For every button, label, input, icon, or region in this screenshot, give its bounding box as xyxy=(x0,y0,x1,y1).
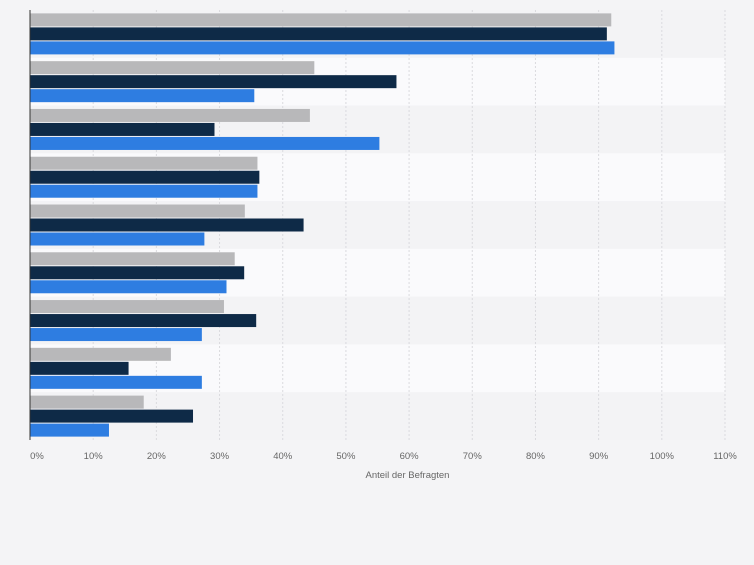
x-tick-label: 80% xyxy=(526,451,546,462)
x-tick-label: 100% xyxy=(650,451,675,462)
x-tick-labels: 0% 10% 20% 30% 40% 50% 60% 70% 80% 90% 100% 110% xyxy=(30,451,737,462)
bar[interactable] xyxy=(30,108,310,122)
bar[interactable] xyxy=(30,375,202,389)
bar[interactable] xyxy=(30,13,612,27)
x-tick-label: 0% xyxy=(30,451,44,462)
x-axis-title: Anteil der Befragten xyxy=(366,470,450,481)
bar[interactable] xyxy=(30,89,255,103)
x-tick-label: 10% xyxy=(84,451,104,462)
bar[interactable] xyxy=(30,409,194,423)
x-tick-label: 90% xyxy=(589,451,609,462)
bar[interactable] xyxy=(30,361,129,375)
bar[interactable] xyxy=(30,266,245,280)
bar[interactable] xyxy=(30,423,109,437)
bars xyxy=(30,13,615,437)
bar[interactable] xyxy=(30,122,215,136)
bar[interactable] xyxy=(30,136,380,150)
bar[interactable] xyxy=(30,232,205,246)
bar[interactable] xyxy=(30,395,144,409)
bar[interactable] xyxy=(30,347,171,361)
bar[interactable] xyxy=(30,252,235,266)
x-tick-label: 110% xyxy=(713,451,737,462)
x-tick-label: 70% xyxy=(463,451,483,462)
bar[interactable] xyxy=(30,204,245,218)
x-tick-label: 50% xyxy=(336,451,356,462)
bar[interactable] xyxy=(30,41,615,55)
bar[interactable] xyxy=(30,300,224,314)
bar[interactable] xyxy=(30,184,258,198)
bar[interactable] xyxy=(30,328,202,342)
x-tick-label: 60% xyxy=(400,451,420,462)
bar[interactable] xyxy=(30,218,304,232)
bar[interactable] xyxy=(30,156,258,170)
bar[interactable] xyxy=(30,170,260,184)
bar[interactable] xyxy=(30,27,607,41)
bar[interactable] xyxy=(30,314,257,328)
bar[interactable] xyxy=(30,61,315,75)
bar[interactable] xyxy=(30,75,397,89)
x-tick-label: 30% xyxy=(210,451,230,462)
x-tick-label: 20% xyxy=(147,451,167,462)
bar[interactable] xyxy=(30,280,227,294)
x-tick-label: 40% xyxy=(273,451,293,462)
